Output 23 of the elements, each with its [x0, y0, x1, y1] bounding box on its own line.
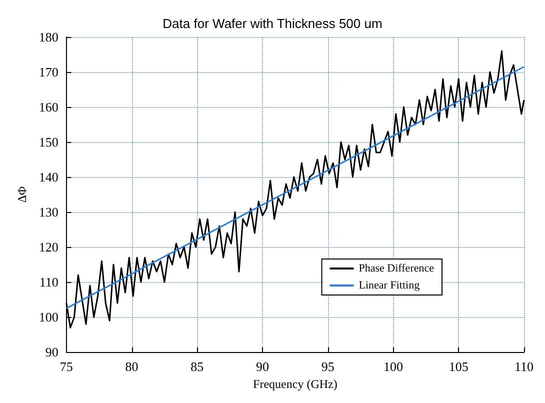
- x-tick-label: 110: [514, 359, 534, 374]
- x-tick-label: 80: [125, 359, 138, 374]
- y-axis-title: ΔΦ: [15, 186, 29, 203]
- y-tick-label: 160: [38, 100, 58, 115]
- y-tick-label: 90: [45, 344, 58, 360]
- x-tick-label: 105: [448, 359, 468, 374]
- y-tick-label: 120: [38, 240, 58, 255]
- legend-label: Phase Difference: [358, 262, 434, 274]
- y-tick-label: 150: [38, 134, 58, 150]
- x-tick-label: 95: [321, 359, 334, 374]
- y-tick-label: 130: [38, 204, 58, 220]
- y-tick-label: 180: [38, 30, 58, 44]
- y-tick-label: 110: [39, 274, 58, 290]
- chart-title: Data for Wafer with Thickness 500 um: [162, 16, 382, 31]
- x-tick-label: 85: [190, 359, 204, 374]
- x-tick-label: 90: [256, 359, 270, 374]
- x-axis-title: Frequency (GHz): [253, 377, 338, 391]
- x-tick-label: 75: [60, 359, 73, 374]
- legend-label: Linear Fitting: [358, 280, 420, 292]
- y-tick-label: 100: [38, 310, 58, 325]
- x-tick-label: 100: [384, 359, 404, 374]
- y-tick-label: 170: [38, 64, 58, 80]
- y-tick-label: 140: [38, 170, 58, 185]
